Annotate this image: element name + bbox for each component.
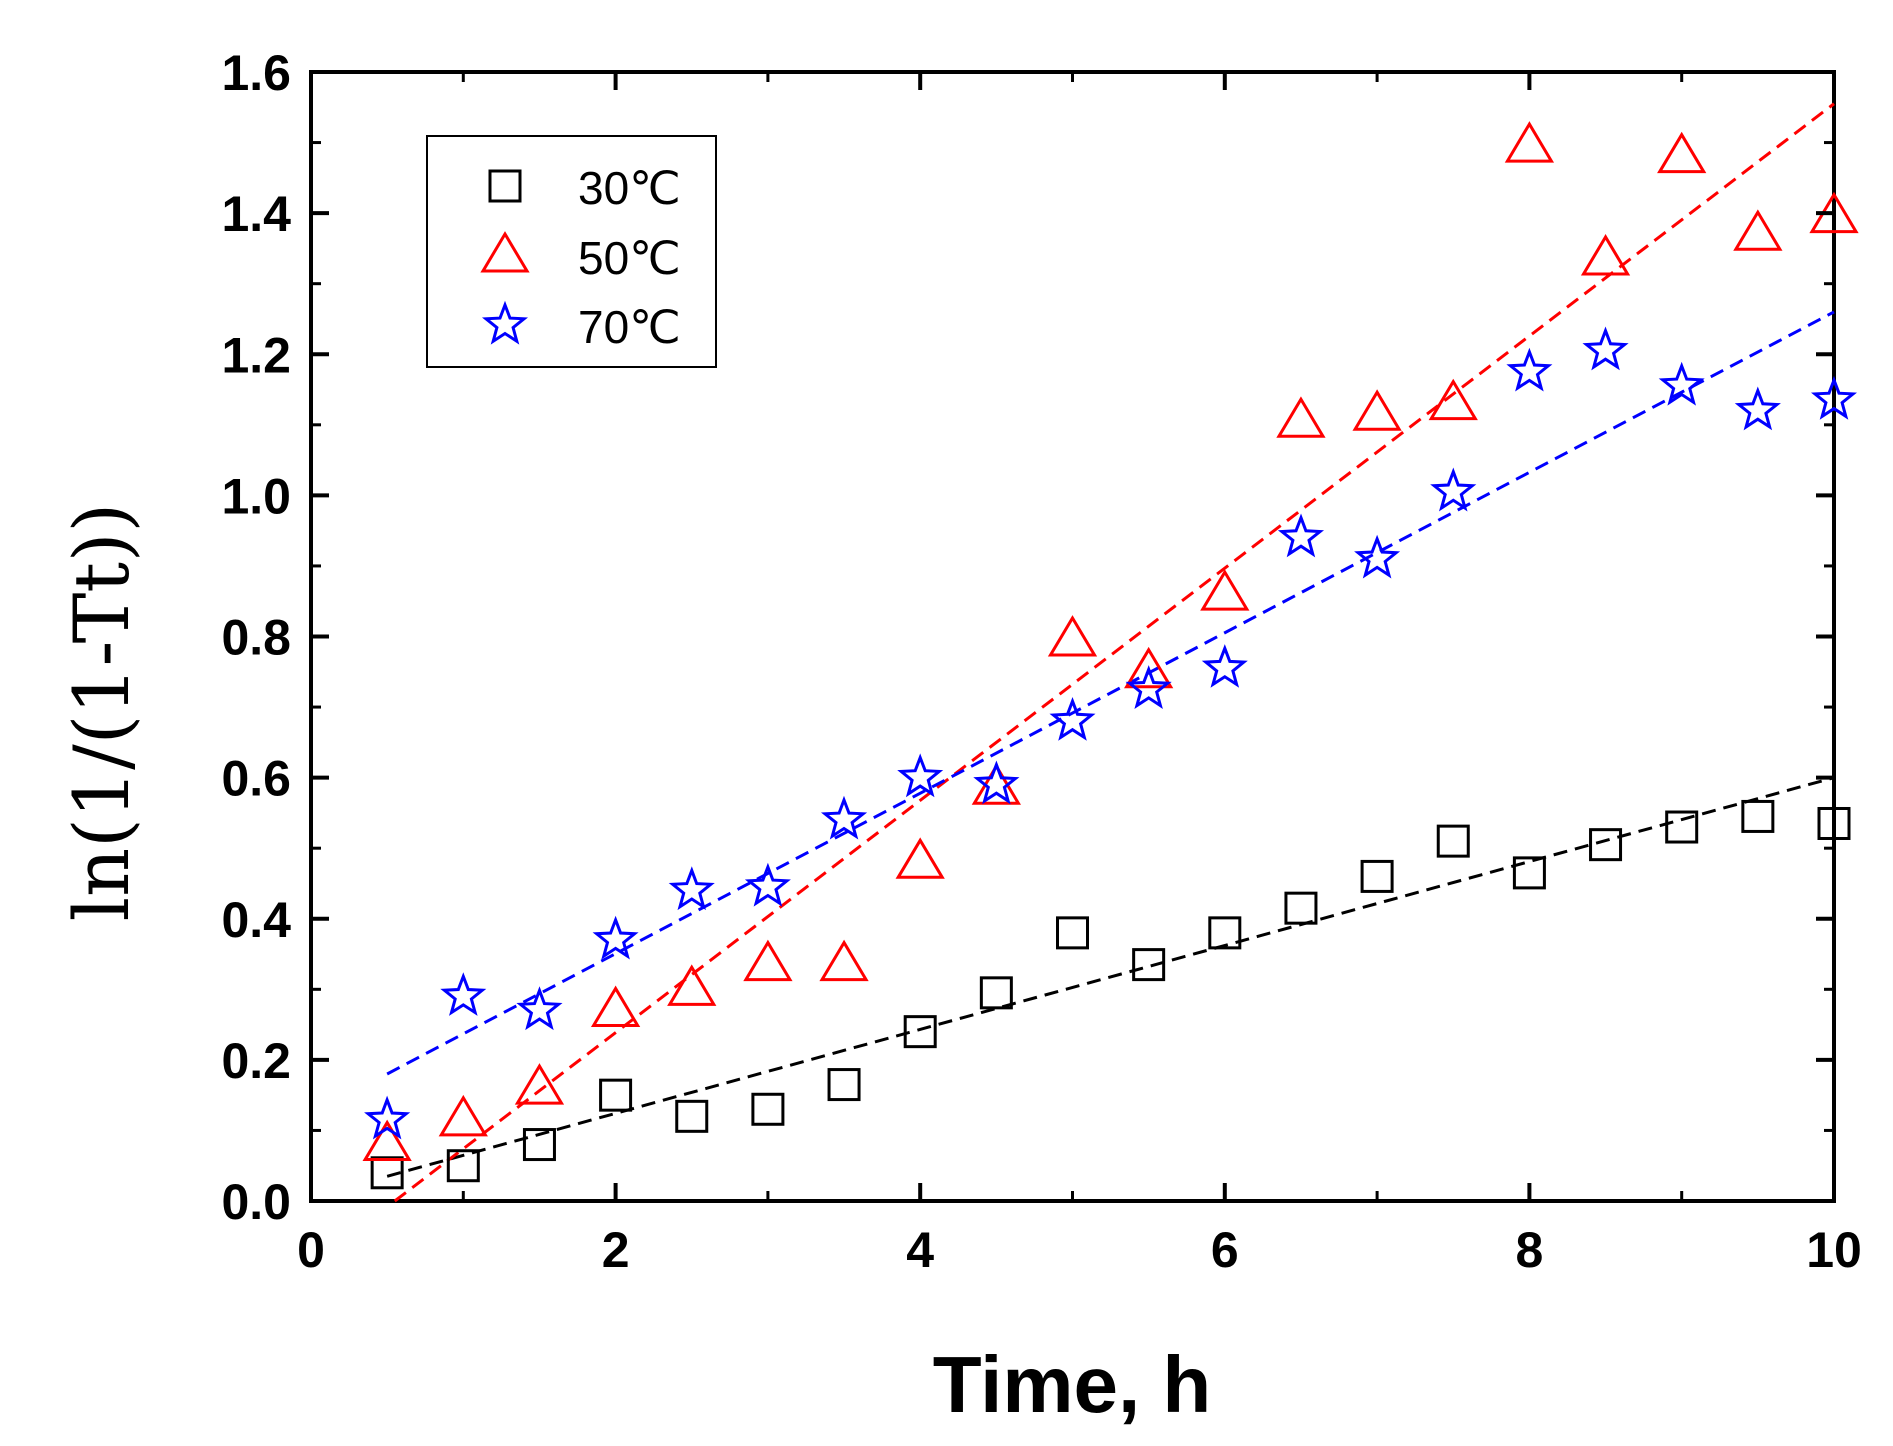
data-point-series-2 [1582, 326, 1629, 371]
data-point-series-1 [1276, 396, 1326, 438]
data-point-series-0 [1741, 799, 1775, 833]
data-point-series-0 [446, 1149, 480, 1183]
data-point-series-2 [1277, 513, 1325, 558]
data-point-series-0 [1512, 856, 1546, 890]
x-tick-label: 4 [906, 1222, 934, 1278]
x-tick-label: 0 [297, 1222, 325, 1278]
data-point-series-1 [590, 985, 641, 1027]
data-point-series-0 [903, 1015, 937, 1049]
data-point-series-0 [1360, 859, 1394, 893]
data-point-series-1 [1733, 209, 1783, 251]
data-point-series-2 [973, 760, 1020, 805]
data-point-series-2 [1734, 386, 1781, 431]
y-tick-label: 1.4 [221, 186, 291, 242]
data-point-series-2 [364, 1095, 411, 1140]
y-tick-label: 0.8 [221, 610, 291, 666]
fit-line-series-2 [386, 310, 1835, 1076]
y-tick-label: 0.6 [221, 751, 291, 807]
data-point-series-1 [895, 837, 945, 879]
x-axis: 0 2 4 6 8 10 [297, 72, 1862, 1278]
data-point-series-1 [1504, 121, 1555, 163]
legend-label: 70℃ [578, 301, 681, 353]
data-point-series-2 [1658, 361, 1705, 406]
data-point-series-1 [514, 1063, 565, 1105]
legend-label: 30℃ [578, 162, 681, 214]
markers [362, 121, 1859, 1190]
data-point-series-2 [668, 866, 715, 911]
data-point-series-2 [1810, 375, 1858, 420]
data-point-series-2 [897, 753, 944, 798]
x-tick-label: 8 [1515, 1222, 1543, 1278]
y-tick-label: 0.4 [221, 892, 291, 948]
data-point-series-0 [751, 1092, 785, 1126]
legend: 30℃ 50℃ 70℃ [426, 135, 717, 368]
data-point-series-1 [362, 1119, 412, 1162]
data-point-series-0 [1665, 810, 1699, 844]
data-point-series-0 [1589, 828, 1623, 862]
legend-box [426, 135, 717, 368]
data-point-series-0 [522, 1128, 556, 1162]
y-tick-label: 1.2 [221, 327, 291, 383]
x-axis-title: Time, h [933, 1340, 1212, 1429]
y-tick-label: 0.0 [221, 1174, 291, 1230]
data-point-series-2 [516, 986, 563, 1031]
data-point-series-0 [979, 976, 1013, 1010]
data-point-series-1 [667, 964, 717, 1006]
data-point-series-2 [1201, 644, 1248, 688]
data-point-series-0 [599, 1078, 633, 1112]
data-point-series-2 [1506, 347, 1553, 392]
data-point-series-1 [1580, 234, 1631, 276]
data-point-series-1 [1200, 569, 1250, 611]
data-point-series-2 [1430, 467, 1477, 512]
y-tick-label: 1.6 [221, 45, 291, 101]
data-point-series-2 [1049, 696, 1096, 741]
data-point-series-2 [440, 972, 487, 1016]
y-tick-label: 1.0 [221, 468, 291, 524]
data-point-series-0 [1817, 806, 1851, 840]
data-point-series-1 [1124, 646, 1174, 689]
data-point-series-2 [1125, 665, 1172, 710]
legend-marker-series-0 [488, 169, 522, 203]
data-point-series-0 [1132, 948, 1166, 982]
data-point-series-0 [1208, 916, 1242, 950]
x-tick-label: 6 [1211, 1222, 1239, 1278]
data-point-series-1 [1428, 378, 1478, 421]
y-tick-label: 0.2 [221, 1033, 291, 1089]
data-point-series-2 [820, 795, 868, 840]
data-point-series-1 [743, 939, 793, 982]
data-point-series-2 [1354, 534, 1401, 579]
y-axis: 0.0 0.2 0.4 0.6 0.8 1.0 1.2 1.4 1.6 [221, 45, 1834, 1230]
data-point-series-0 [675, 1099, 709, 1133]
data-point-series-0 [1056, 916, 1089, 950]
data-point-series-2 [744, 862, 791, 907]
data-point-series-0 [827, 1068, 861, 1102]
data-point-series-2 [592, 915, 639, 960]
data-point-series-1 [1657, 131, 1707, 174]
data-point-series-0 [1436, 824, 1470, 858]
data-point-series-1 [819, 939, 869, 982]
data-point-series-0 [1284, 891, 1318, 925]
y-axis-title: ln(1/(1-Tt)) [57, 503, 146, 921]
x-tick-label: 2 [602, 1222, 630, 1278]
legend-label: 50℃ [578, 232, 681, 284]
fit-line-series-1 [393, 102, 1835, 1203]
data-point-series-1 [1047, 615, 1098, 657]
legend-marker-series-1 [480, 231, 530, 273]
x-tick-label: 10 [1806, 1222, 1862, 1278]
data-point-series-1 [438, 1094, 488, 1137]
legend-marker-series-2 [481, 300, 529, 345]
data-point-series-0 [370, 1156, 404, 1190]
data-point-series-1 [1352, 389, 1402, 431]
